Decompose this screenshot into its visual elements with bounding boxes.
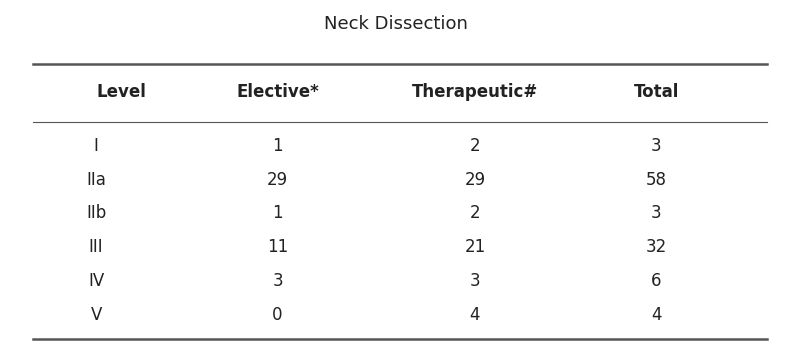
Text: 32: 32: [645, 238, 667, 256]
Text: 2: 2: [470, 137, 480, 155]
Text: III: III: [89, 238, 104, 256]
Text: 58: 58: [646, 171, 667, 189]
Text: Therapeutic#: Therapeutic#: [412, 83, 538, 101]
Text: 1: 1: [272, 204, 283, 223]
Text: IV: IV: [88, 272, 105, 290]
Text: IIb: IIb: [86, 204, 106, 223]
Text: 29: 29: [267, 171, 288, 189]
Text: 11: 11: [267, 238, 288, 256]
Text: V: V: [90, 306, 102, 324]
Text: Total: Total: [634, 83, 679, 101]
Text: 1: 1: [272, 137, 283, 155]
Text: 3: 3: [470, 272, 480, 290]
Text: Elective*: Elective*: [236, 83, 319, 101]
Text: 6: 6: [651, 272, 661, 290]
Text: 0: 0: [272, 306, 283, 324]
Text: 3: 3: [651, 204, 662, 223]
Text: Neck Dissection: Neck Dissection: [324, 15, 468, 33]
Text: 21: 21: [464, 238, 485, 256]
Text: 2: 2: [470, 204, 480, 223]
Text: I: I: [93, 137, 98, 155]
Text: 3: 3: [651, 137, 662, 155]
Text: 3: 3: [272, 272, 283, 290]
Text: 29: 29: [464, 171, 485, 189]
Text: Level: Level: [96, 83, 146, 101]
Text: IIa: IIa: [86, 171, 106, 189]
Text: 4: 4: [651, 306, 661, 324]
Text: 4: 4: [470, 306, 480, 324]
